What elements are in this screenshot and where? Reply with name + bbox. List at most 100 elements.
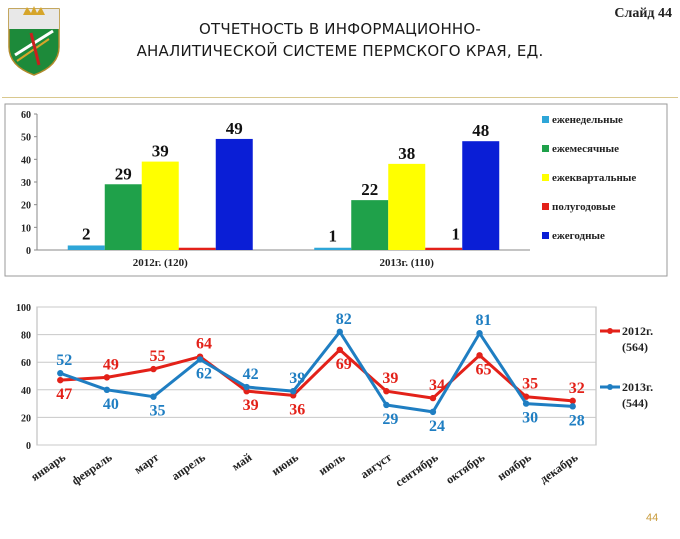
- line-data-label-2012: 64: [196, 336, 212, 353]
- line-point: [150, 393, 157, 400]
- line-data-label-2013: 39: [289, 370, 305, 387]
- line-point: [476, 330, 483, 337]
- bar-data-label: 1: [329, 227, 338, 246]
- line-x-tick-label: октябрь: [443, 450, 488, 487]
- line-x-tick-label: июль: [316, 450, 348, 478]
- line-point: [103, 386, 111, 393]
- line-x-tick-label: февраль: [69, 450, 115, 488]
- bar-y-tick-label: 0: [26, 246, 31, 257]
- line-point: [476, 352, 483, 359]
- line-y-tick-label: 0: [26, 441, 31, 452]
- line-point: [569, 403, 576, 410]
- line-x-tick-label: декабрь: [537, 450, 581, 487]
- line-y-tick-label: 20: [21, 413, 31, 424]
- line-legend-marker: [607, 384, 613, 390]
- line-x-tick-label: май: [229, 450, 254, 474]
- line-x-tick-label: ноябрь: [495, 450, 535, 484]
- line-data-label-2012: 35: [522, 376, 538, 393]
- line-x-tick-label: март: [131, 450, 161, 477]
- line-point: [429, 408, 437, 416]
- slide-label: Слайд 44: [614, 6, 672, 21]
- line-data-label-2012: 47: [56, 386, 72, 403]
- bar-4-1: [462, 141, 500, 250]
- line-series-0: [60, 348, 573, 403]
- line-point: [290, 387, 297, 395]
- line-point: [336, 346, 343, 353]
- line-data-label-2013: 62: [196, 365, 212, 382]
- line-x-tick-label: сентябрь: [393, 450, 442, 490]
- bar-0-1: [314, 247, 352, 250]
- line-data-label-2013: 40: [103, 396, 119, 413]
- line-data-label-2013: 35: [149, 403, 165, 420]
- line-series-1: [59, 330, 573, 414]
- line-data-label-2012: 49: [103, 356, 119, 373]
- line-data-label-2013: 29: [382, 411, 398, 428]
- line-data-label-2013: 28: [569, 412, 585, 429]
- bar-data-label: 49: [226, 119, 243, 138]
- bar-data-label: 38: [398, 144, 415, 163]
- title-line-2: АНАЛИТИЧЕСКОЙ СИСТЕМЕ ПЕРМСКОГО КРАЯ, ЕД…: [136, 42, 544, 60]
- line-data-label-2012: 39: [382, 370, 398, 387]
- bar-legend-label: ежегодные: [552, 230, 605, 242]
- bar-y-tick-label: 20: [21, 201, 31, 212]
- line-point: [196, 356, 204, 363]
- bar-legend-swatch: [542, 116, 549, 123]
- bar-data-label: 1: [452, 225, 461, 244]
- line-data-label-2012: 32: [569, 380, 585, 397]
- bar-y-tick-label: 30: [21, 178, 31, 189]
- line-point: [522, 393, 530, 400]
- line-point: [150, 365, 157, 373]
- line-point: [57, 376, 64, 384]
- bar-data-label: 39: [152, 142, 169, 161]
- bar-legend-label: ежеквартальные: [552, 172, 636, 184]
- title-line-1: ОТЧЕТНОСТЬ В ИНФОРМАЦИОННО-: [198, 20, 482, 38]
- bar-data-label: 2: [82, 224, 91, 243]
- bar-2-0: [141, 161, 179, 250]
- line-data-label-2013: 42: [243, 366, 259, 383]
- bar-x-tick-label: 2012г. (120): [133, 257, 188, 269]
- bar-y-tick-label: 50: [21, 133, 31, 144]
- line-data-label-2013: 82: [336, 311, 352, 328]
- bar-y-tick-label: 10: [21, 223, 31, 234]
- bar-legend-swatch: [542, 174, 549, 181]
- line-data-label-2012: 65: [476, 361, 492, 378]
- line-data-label-2013: 24: [429, 418, 445, 435]
- bar-legend-label: полугодовые: [552, 201, 616, 213]
- line-y-tick-label: 40: [21, 386, 31, 397]
- line-legend-label: 2013г.: [622, 380, 653, 394]
- bar-4-0: [215, 138, 253, 250]
- line-point: [243, 383, 250, 391]
- line-legend-label: 2012г.: [622, 324, 653, 338]
- page-title: ОТЧЕТНОСТЬ В ИНФОРМАЦИОННО- АНАЛИТИЧЕСКО…: [80, 18, 600, 62]
- line-x-tick-label: январь: [28, 450, 68, 484]
- line-y-tick-label: 80: [21, 331, 31, 342]
- line-point: [522, 400, 530, 407]
- bar-chart: 0 10 20 30 40 50 60 2 29 39 49 2012г. (120) 1 22 38 1 4…: [4, 103, 668, 277]
- line-point: [383, 401, 390, 409]
- bar-legend-swatch: [542, 232, 549, 239]
- bar-3-1: [425, 247, 463, 250]
- bar-0-0: [67, 245, 105, 250]
- line-x-tick-label: апрель: [169, 450, 209, 484]
- line-data-label-2012: 69: [336, 356, 352, 373]
- line-point: [103, 374, 111, 381]
- bar-data-label: 22: [361, 180, 378, 199]
- line-data-label-2012: 39: [243, 397, 259, 414]
- bar-legend-swatch: [542, 203, 549, 210]
- line-y-tick-label: 60: [21, 358, 31, 369]
- bar-chart-border: [4, 103, 668, 277]
- line-legend-marker: [607, 328, 613, 334]
- line-point: [57, 370, 64, 377]
- bar-y-tick-label: 40: [21, 155, 31, 166]
- slide-frame: [2, 97, 678, 538]
- bar-2-1: [388, 163, 426, 250]
- bar-1-1: [351, 200, 389, 250]
- line-data-label-2012: 55: [149, 348, 165, 365]
- page-number: 44: [646, 512, 659, 524]
- bar-legend-label: еженедельные: [552, 114, 623, 126]
- bar-legend-swatch: [542, 145, 549, 152]
- line-y-tick-label: 100: [16, 303, 31, 314]
- line-x-tick-label: июнь: [269, 450, 302, 479]
- line-point: [336, 328, 343, 336]
